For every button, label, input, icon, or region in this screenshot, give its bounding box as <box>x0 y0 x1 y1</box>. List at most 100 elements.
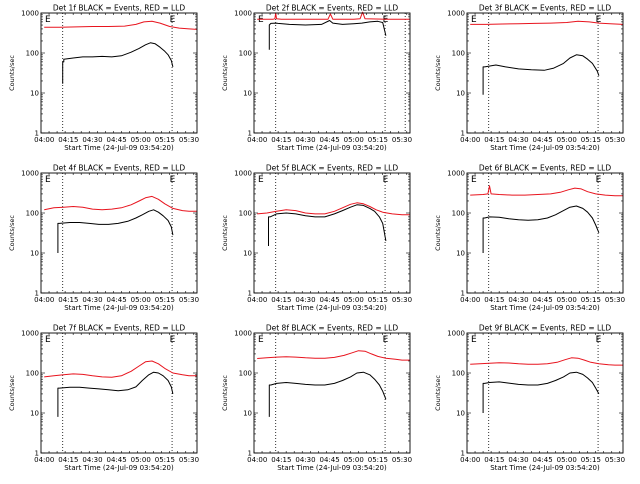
x-tick-label: 05:30 <box>179 296 199 304</box>
lld-series-line <box>257 202 410 216</box>
x-tick-label: 05:00 <box>557 456 577 464</box>
y-axis-label: Counts/sec <box>221 55 229 91</box>
x-tick-label: 05:00 <box>557 296 577 304</box>
y-tick-label: 1 <box>35 450 39 458</box>
lld-series-line <box>257 11 410 20</box>
x-axis-label: Start Time (24-Jul-09 03:54:20) <box>490 144 600 152</box>
lld-series-line <box>44 195 197 212</box>
plot-frame <box>253 172 411 294</box>
y-tick-label: 1 <box>35 290 39 298</box>
x-tick-label: 05:00 <box>344 136 364 144</box>
x-tick-label: 05:15 <box>581 136 601 144</box>
x-tick-label: 05:15 <box>155 296 175 304</box>
lld-series-line <box>44 20 198 30</box>
x-tick-label: 04:45 <box>319 456 339 464</box>
x-tick-label: 04:30 <box>508 136 528 144</box>
x-tick-label: 05:15 <box>155 456 175 464</box>
x-tick-label: 04:15 <box>484 296 504 304</box>
e-marker-label: E <box>596 335 602 345</box>
e-marker-label: E <box>45 15 51 25</box>
y-tick-label: 100 <box>239 370 252 378</box>
panel-det-4f: Det 4f BLACK = Events, RED = LLD 1 10 100 10… <box>8 164 199 313</box>
events-series-line <box>57 371 174 417</box>
x-tick-label: 04:45 <box>532 296 552 304</box>
lld-series-line <box>470 185 623 197</box>
plot-frame <box>466 332 624 454</box>
panel-det-1f: Det 1f BLACK = Events, RED = LLD 1 10 100 10… <box>8 4 199 153</box>
panel-title: Det 8f BLACK = Events, RED = LLD <box>266 324 399 333</box>
x-tick-label: 04:30 <box>82 296 102 304</box>
y-tick-label: 1 <box>461 450 465 458</box>
y-axis-label: Counts/sec <box>8 375 16 411</box>
x-axis-label: Start Time (24-Jul-09 03:54:20) <box>64 304 174 312</box>
e-marker-label: E <box>258 335 264 345</box>
e-marker-label: E <box>258 15 264 25</box>
plot-frame <box>466 12 624 134</box>
x-axis-label: Start Time (24-Jul-09 03:54:20) <box>277 144 387 152</box>
events-series-line <box>62 42 174 84</box>
y-tick-label: 1000 <box>234 170 252 178</box>
y-tick-label: 100 <box>26 210 39 218</box>
x-tick-label: 05:00 <box>557 136 577 144</box>
x-tick-label: 04:45 <box>106 296 126 304</box>
panel-title: Det 9f BLACK = Events, RED = LLD <box>479 324 612 333</box>
y-tick-label: 100 <box>26 50 39 58</box>
x-axis-label: Start Time (24-Jul-09 03:54:20) <box>277 304 387 312</box>
x-tick-label: 04:30 <box>295 136 315 144</box>
panel-det-3f: Det 3f BLACK = Events, RED = LLD 1 10 100 10… <box>434 4 625 153</box>
e-marker-label: E <box>596 15 602 25</box>
x-tick-label: 04:30 <box>82 136 102 144</box>
e-marker-label: E <box>45 175 51 185</box>
plot-frame <box>40 12 198 134</box>
panel-det-2f: Det 2f BLACK = Events, RED = LLD 1 10 100 10… <box>221 4 412 153</box>
panel-title: Det 7f BLACK = Events, RED = LLD <box>53 324 186 333</box>
x-tick-label: 04:15 <box>271 136 291 144</box>
y-tick-label: 1 <box>248 290 252 298</box>
e-marker-label: E <box>471 175 477 185</box>
x-tick-label: 05:30 <box>392 456 412 464</box>
x-tick-label: 05:15 <box>155 136 175 144</box>
x-tick-label: 04:30 <box>508 456 528 464</box>
y-tick-label: 10 <box>243 250 252 258</box>
x-tick-label: 04:30 <box>508 296 528 304</box>
y-tick-label: 1000 <box>21 330 39 338</box>
y-axis-label: Counts/sec <box>8 55 16 91</box>
events-series-line <box>268 371 387 417</box>
x-tick-label: 04:00 <box>247 136 267 144</box>
plot-frame <box>466 172 624 294</box>
e-marker-label: E <box>471 15 477 25</box>
x-tick-label: 05:00 <box>344 456 364 464</box>
x-tick-label: 05:00 <box>131 456 151 464</box>
x-tick-label: 04:45 <box>319 296 339 304</box>
y-tick-label: 100 <box>239 50 252 58</box>
e-marker-label: E <box>45 335 51 345</box>
y-axis-label: Counts/sec <box>434 215 442 251</box>
x-tick-label: 04:15 <box>484 136 504 144</box>
x-tick-label: 04:15 <box>58 296 78 304</box>
x-tick-label: 04:45 <box>106 136 126 144</box>
x-tick-label: 05:30 <box>392 136 412 144</box>
y-axis-label: Counts/sec <box>434 55 442 91</box>
e-marker-label: E <box>170 335 176 345</box>
events-series-line <box>482 205 600 253</box>
x-tick-label: 05:30 <box>392 296 412 304</box>
panel-title: Det 2f BLACK = Events, RED = LLD <box>266 4 399 13</box>
x-tick-label: 05:30 <box>605 296 625 304</box>
x-tick-label: 05:00 <box>344 296 364 304</box>
x-tick-label: 04:00 <box>460 136 480 144</box>
x-tick-label: 04:15 <box>58 456 78 464</box>
x-tick-label: 04:30 <box>295 296 315 304</box>
y-axis-label: Counts/sec <box>434 375 442 411</box>
y-tick-label: 100 <box>239 210 252 218</box>
x-tick-label: 04:15 <box>271 456 291 464</box>
x-tick-label: 05:15 <box>368 296 388 304</box>
x-axis-label: Start Time (24-Jul-09 03:54:20) <box>490 304 600 312</box>
y-tick-label: 100 <box>452 50 465 58</box>
y-tick-label: 1000 <box>21 170 39 178</box>
y-tick-label: 1 <box>35 130 39 138</box>
panel-det-7f: Det 7f BLACK = Events, RED = LLD 1 10 100 10… <box>8 324 199 473</box>
x-axis-label: Start Time (24-Jul-09 03:54:20) <box>64 144 174 152</box>
x-tick-label: 04:45 <box>106 456 126 464</box>
y-tick-label: 1000 <box>21 10 39 18</box>
